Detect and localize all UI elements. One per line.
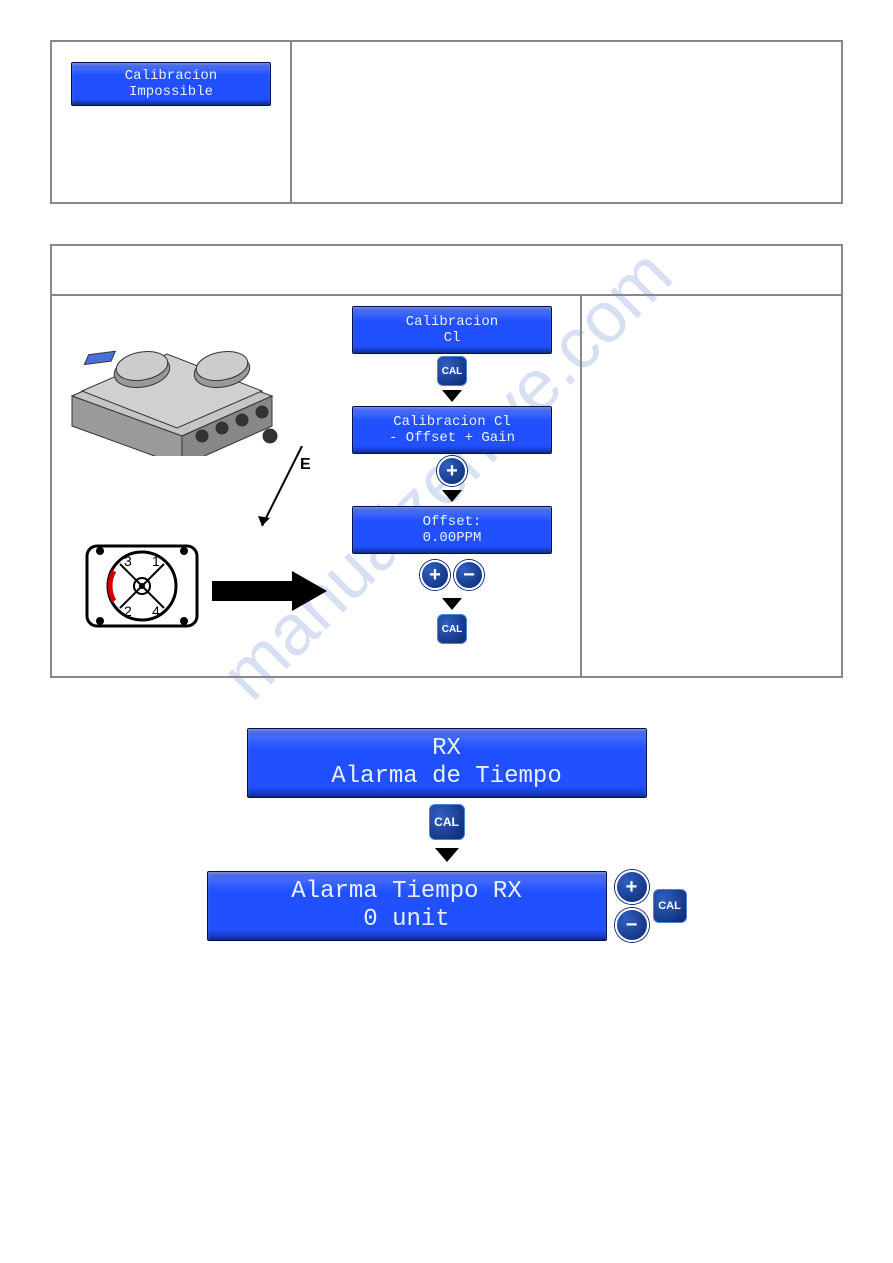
- table1-right-cell: [292, 42, 841, 202]
- lcd-offset-value: Offset: 0.00PPM: [352, 506, 552, 554]
- table2-right-cell: [582, 296, 841, 676]
- cal-button[interactable]: CAL: [437, 614, 467, 644]
- svg-text:2: 2: [124, 603, 132, 619]
- arrow-device-to-connector: [252, 446, 312, 551]
- lcd-calibracion-impossible: Calibracion Impossible: [71, 62, 271, 106]
- svg-text:3: 3: [124, 553, 132, 569]
- cal-button[interactable]: CAL: [429, 804, 465, 840]
- lcd-line: Calibracion Cl: [353, 414, 551, 430]
- arrow-down-icon: [442, 490, 462, 502]
- rx-alarma-flow: RX Alarma de Tiempo CAL Alarma Tiempo RX…: [50, 728, 843, 942]
- lcd-line: - Offset + Gain: [353, 430, 551, 446]
- plus-button[interactable]: +: [437, 456, 467, 486]
- cal-button[interactable]: CAL: [653, 889, 687, 923]
- plus-button[interactable]: +: [615, 870, 649, 904]
- lcd-line: Cl: [353, 330, 551, 346]
- lcd-line: Calibracion: [353, 314, 551, 330]
- lcd-line: Alarma Tiempo RX: [208, 878, 606, 906]
- lcd-line: Alarma de Tiempo: [248, 763, 646, 791]
- lcd-line: Impossible: [72, 84, 270, 100]
- table-calibration-impossible: Calibracion Impossible: [50, 40, 843, 204]
- table2-left-cell: E: [52, 296, 582, 676]
- connector-pin-diagram: 1 3 2 4: [82, 531, 202, 646]
- lcd-alarma-tiempo-rx-value: Alarma Tiempo RX 0 unit: [207, 871, 607, 941]
- lcd-line: 0 unit: [208, 906, 606, 934]
- device-isometric-diagram: [62, 306, 282, 461]
- svg-text:1: 1: [152, 553, 160, 569]
- svg-text:4: 4: [152, 603, 160, 619]
- lcd-line: Calibracion: [72, 68, 270, 84]
- lcd-line: 0.00PPM: [353, 530, 551, 546]
- lcd-line: RX: [248, 735, 646, 763]
- table2-header: [52, 246, 841, 296]
- table2-body: E: [52, 296, 841, 676]
- plus-button[interactable]: +: [420, 560, 450, 590]
- lcd-line: Offset:: [353, 514, 551, 530]
- arrow-down-icon: [442, 598, 462, 610]
- minus-button[interactable]: −: [454, 560, 484, 590]
- arrow-connector-to-lcd: [212, 566, 332, 621]
- table-calibration-flow: E: [50, 244, 843, 678]
- table1-left-cell: Calibracion Impossible: [52, 42, 292, 202]
- arrow-down-icon: [442, 390, 462, 402]
- lcd-calibracion-cl: Calibracion Cl: [352, 306, 552, 354]
- minus-button[interactable]: −: [615, 908, 649, 942]
- arrow-down-icon: [435, 848, 459, 862]
- calibration-flow-column: Calibracion Cl CAL Calibracion Cl - Offs…: [352, 306, 552, 644]
- lcd-rx-alarma-tiempo: RX Alarma de Tiempo: [247, 728, 647, 798]
- lcd-calibracion-offset-gain: Calibracion Cl - Offset + Gain: [352, 406, 552, 454]
- cal-button[interactable]: CAL: [437, 356, 467, 386]
